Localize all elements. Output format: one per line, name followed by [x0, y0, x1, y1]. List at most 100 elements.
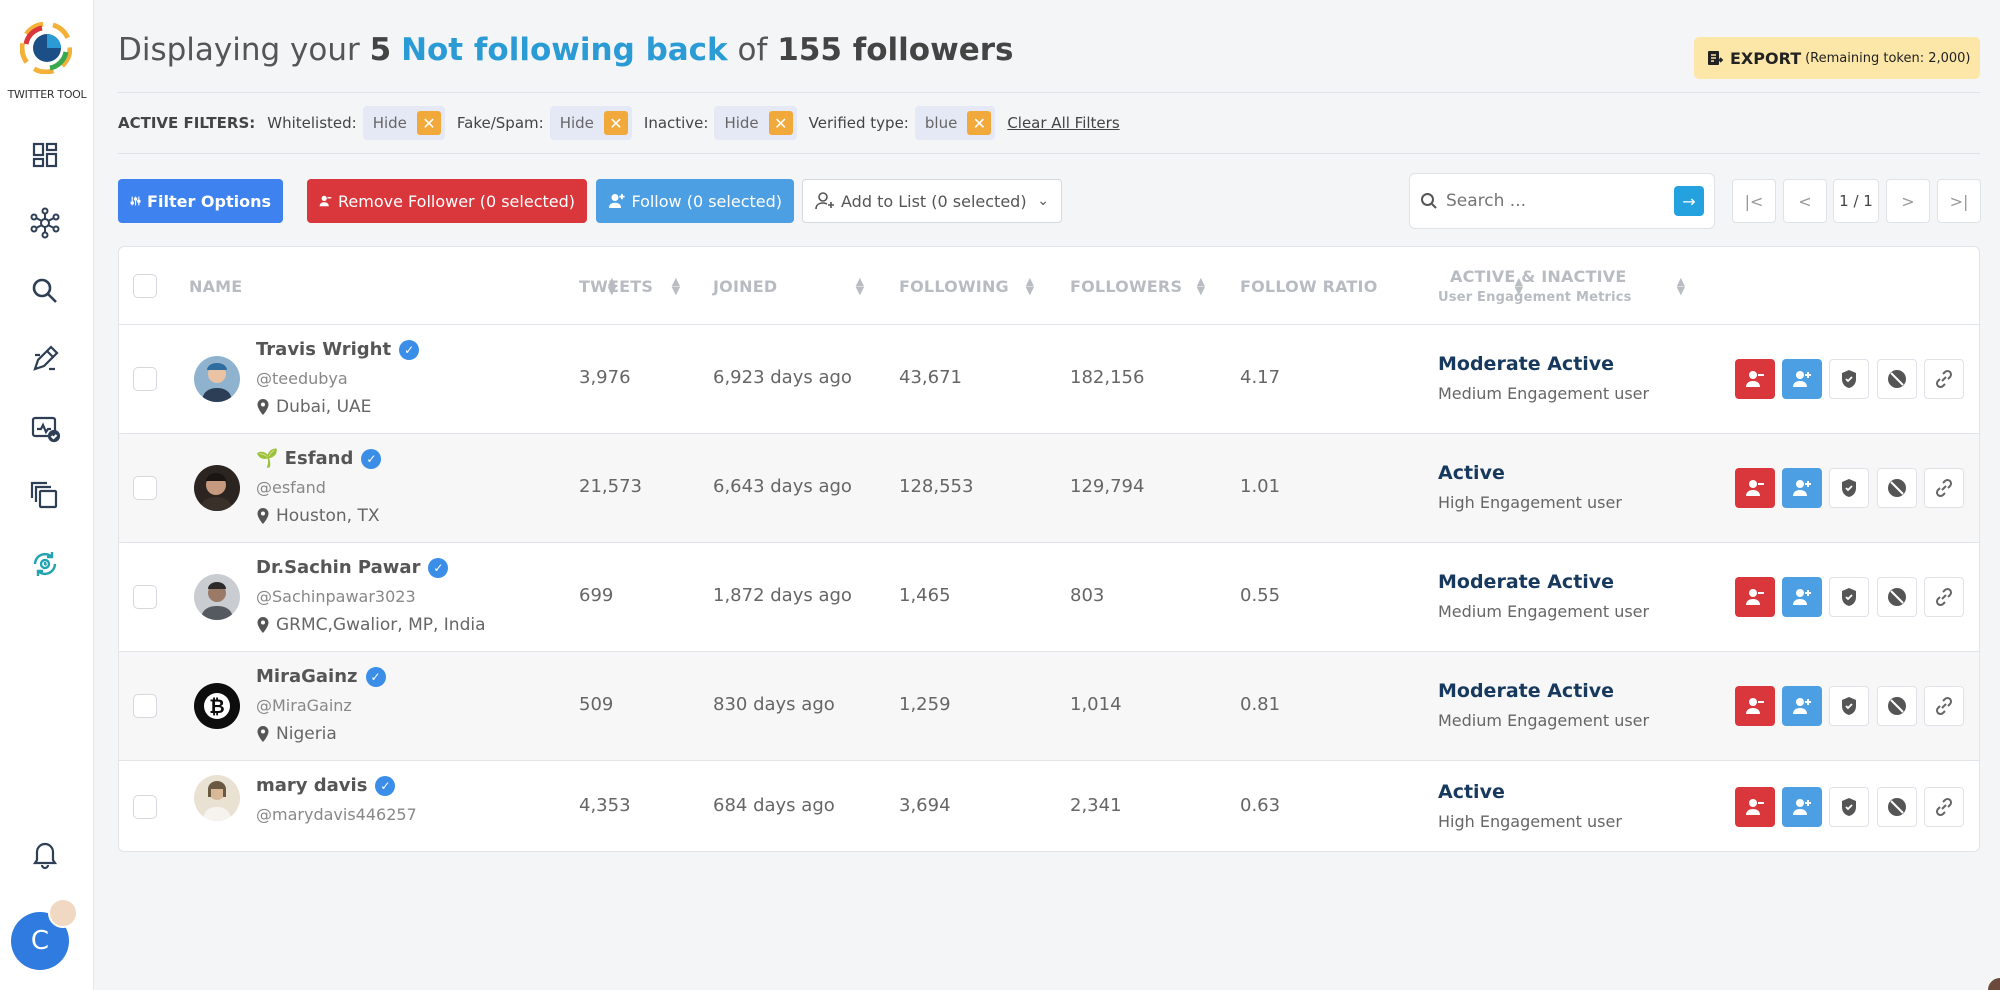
app-logo[interactable] [19, 21, 73, 75]
remove-filter-icon[interactable]: ✕ [967, 111, 992, 135]
search-input[interactable] [1446, 191, 1674, 211]
remove-follower-row-button[interactable] [1735, 468, 1775, 508]
location-pin-icon [257, 508, 269, 524]
page-title: Displaying your 5 Not following back of … [118, 32, 1014, 68]
monitor-check-icon[interactable] [27, 410, 63, 446]
user-name[interactable]: 🌱 Esfand ✓ [256, 448, 382, 469]
user-handle: @teedubya [256, 369, 348, 388]
network-icon[interactable] [27, 205, 63, 241]
filter-options-button[interactable]: Filter Options [118, 179, 283, 223]
remove-follower-row-button[interactable] [1735, 577, 1775, 617]
first-page-button[interactable]: |< [1732, 179, 1776, 223]
whitelist-shield-icon[interactable] [1829, 359, 1869, 399]
following-count: 128,553 [899, 476, 974, 497]
follow-row-button[interactable] [1782, 686, 1822, 726]
search-submit-arrow-icon[interactable]: → [1674, 186, 1704, 216]
verified-badge-icon: ✓ [428, 557, 449, 578]
table-row: 🌱 Esfand ✓ @esfand Houston, TX 21,573 6,6… [119, 434, 1979, 543]
follow-row-button[interactable] [1782, 577, 1822, 617]
followers-count: 2,341 [1070, 795, 1122, 816]
following-count: 1,465 [899, 585, 951, 606]
column-joined[interactable]: JOINED ▲ ▼ [713, 247, 864, 325]
search-nav-icon[interactable] [27, 273, 63, 309]
follow-row-button[interactable] [1782, 787, 1822, 827]
user-name[interactable]: Dr.Sachin Pawar ✓ [256, 557, 449, 578]
remove-follower-button[interactable]: Remove Follower (0 selected) [307, 179, 587, 223]
user-name[interactable]: mary davis ✓ [256, 775, 396, 796]
link-icon[interactable] [1924, 359, 1964, 399]
user-name[interactable]: Travis Wright ✓ [256, 339, 420, 360]
remove-filter-icon[interactable]: ✕ [416, 111, 441, 135]
dashboard-icon[interactable] [27, 137, 63, 173]
column-followers[interactable]: FOLLOWERS ▲ ▼ [1070, 247, 1205, 325]
remove-filter-icon[interactable]: ✕ [603, 111, 628, 135]
profile-picture[interactable] [194, 574, 240, 620]
column-follow-ratio[interactable]: FOLLOW RATIO ▲ ▼ [1240, 247, 1523, 325]
column-name[interactable]: NAME ▲ ▼ [189, 247, 616, 325]
divider [118, 153, 1980, 154]
remove-filter-icon[interactable]: ✕ [768, 111, 793, 135]
followers-table: NAME ▲ ▼ TWEETS ▲ ▼ JOINED ▲ ▼ FOLLOWING ▲ ▼ FOL… [118, 246, 1980, 852]
edit-tool-icon[interactable] [27, 341, 63, 377]
profile-picture[interactable] [194, 356, 240, 402]
follow-ratio: 1.01 [1240, 476, 1281, 497]
verified-badge-icon: ✓ [375, 775, 396, 796]
chevron-down-icon: ⌄ [1037, 193, 1049, 209]
next-page-button[interactable]: > [1886, 179, 1930, 223]
follow-button[interactable]: Follow (0 selected) [596, 179, 794, 223]
table-header: NAME ▲ ▼ TWEETS ▲ ▼ JOINED ▲ ▼ FOLLOWING ▲ ▼ FOL… [119, 247, 1979, 325]
column-tweets[interactable]: TWEETS ▲ ▼ [579, 247, 680, 325]
remove-follower-row-button[interactable] [1735, 359, 1775, 399]
row-checkbox[interactable] [133, 795, 157, 819]
secondary-avatar[interactable] [48, 898, 78, 928]
followers-count: 129,794 [1070, 476, 1145, 497]
clear-all-filters-link[interactable]: Clear All Filters [1007, 114, 1120, 132]
block-icon[interactable] [1877, 787, 1917, 827]
block-icon[interactable] [1877, 468, 1917, 508]
whitelist-shield-icon[interactable] [1829, 686, 1869, 726]
row-checkbox[interactable] [133, 585, 157, 609]
row-checkbox[interactable] [133, 476, 157, 500]
link-icon[interactable] [1924, 686, 1964, 726]
remove-follower-row-button[interactable] [1735, 787, 1775, 827]
profile-picture[interactable] [194, 465, 240, 511]
filter-label-verified-type: Verified type: [808, 114, 909, 132]
remove-follower-row-button[interactable] [1735, 686, 1775, 726]
user-location: Nigeria [256, 724, 337, 744]
row-checkbox[interactable] [133, 367, 157, 391]
link-icon[interactable] [1924, 468, 1964, 508]
prev-page-button[interactable]: < [1783, 179, 1827, 223]
sidebar: TWITTER TOOL C [0, 0, 94, 990]
tweets-count: 4,353 [579, 795, 631, 816]
column-activity[interactable]: ACTIVE & INACTIVE User Engagement Metric… [1438, 247, 1685, 325]
whitelist-shield-icon[interactable] [1829, 468, 1869, 508]
user-handle: @Sachinpawar3023 [256, 587, 416, 606]
block-icon[interactable] [1877, 686, 1917, 726]
bell-icon[interactable] [27, 836, 63, 872]
profile-picture[interactable] [194, 775, 240, 821]
select-all-checkbox[interactable] [133, 274, 157, 298]
block-icon[interactable] [1877, 359, 1917, 399]
joined-days: 1,872 days ago [713, 585, 852, 606]
filters-title: ACTIVE FILTERS: [118, 114, 256, 132]
engagement-level: Medium Engagement user [1438, 602, 1650, 621]
block-icon[interactable] [1877, 577, 1917, 617]
user-name[interactable]: MiraGainz ✓ [256, 666, 386, 687]
last-page-button[interactable]: >| [1937, 179, 1981, 223]
follow-row-button[interactable] [1782, 359, 1822, 399]
export-button[interactable]: EXPORT (Remaining token: 2,000) [1694, 37, 1980, 79]
whitelist-shield-icon[interactable] [1829, 787, 1869, 827]
link-icon[interactable] [1924, 787, 1964, 827]
add-to-list-dropdown[interactable]: Add to List (0 selected) ⌄ [802, 179, 1062, 223]
link-icon[interactable] [1924, 577, 1964, 617]
row-checkbox[interactable] [133, 694, 157, 718]
profile-picture[interactable]: ₿ [194, 683, 240, 729]
user-avatar[interactable]: C [11, 912, 69, 970]
follow-row-button[interactable] [1782, 468, 1822, 508]
verified-badge-icon: ✓ [365, 666, 386, 687]
location-pin-icon [257, 726, 269, 742]
column-following[interactable]: FOLLOWING ▲ ▼ [899, 247, 1034, 325]
copy-stack-icon[interactable] [27, 478, 63, 514]
sync-icon[interactable] [27, 546, 63, 582]
whitelist-shield-icon[interactable] [1829, 577, 1869, 617]
